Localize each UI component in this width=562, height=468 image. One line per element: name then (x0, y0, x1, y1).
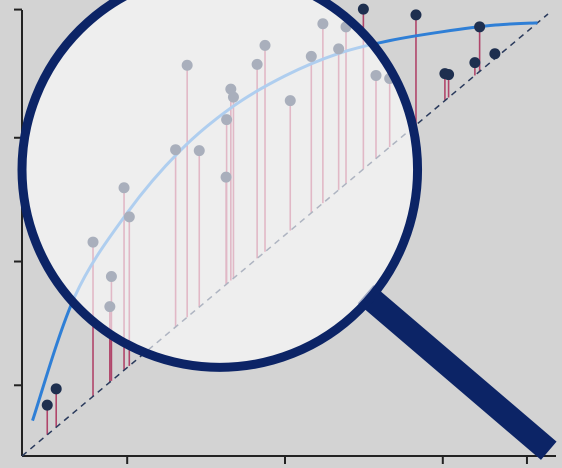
data-point-24 (410, 9, 421, 20)
data-point-0 (42, 400, 53, 411)
data-point-27 (469, 57, 480, 68)
data-point-1 (51, 383, 62, 394)
data-point-21 (358, 4, 369, 15)
data-point-26 (443, 69, 454, 80)
data-point-29 (489, 48, 500, 59)
data-point-28 (474, 21, 485, 32)
